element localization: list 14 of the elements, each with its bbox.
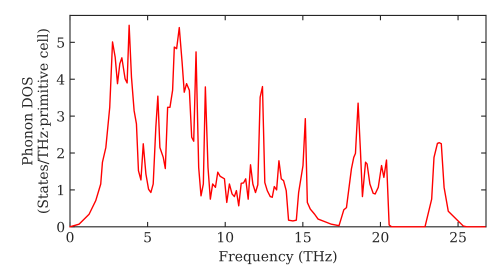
y-tick-label: 2 (57, 148, 64, 158)
x-tick-label: 0 (66, 232, 74, 242)
y-tick-label: 3 (57, 111, 64, 122)
x-tick-label: 20 (372, 232, 388, 242)
x-tick-label: 25 (450, 232, 466, 242)
y-tick-label: 1 (58, 184, 64, 196)
y-tick-label: 0 (57, 222, 64, 232)
y-tick-label: 4 (56, 74, 64, 85)
x-tick-label: 15 (296, 232, 311, 242)
x-tick-label: 10 (218, 232, 234, 242)
x-tick-label: 5 (144, 232, 151, 242)
y-tick-label: 5 (57, 37, 64, 48)
x-axis-title: Frequency (THz) (219, 250, 336, 264)
y-axis-title: Phonon DOS (States/THz·primitive cell) (22, 29, 51, 213)
